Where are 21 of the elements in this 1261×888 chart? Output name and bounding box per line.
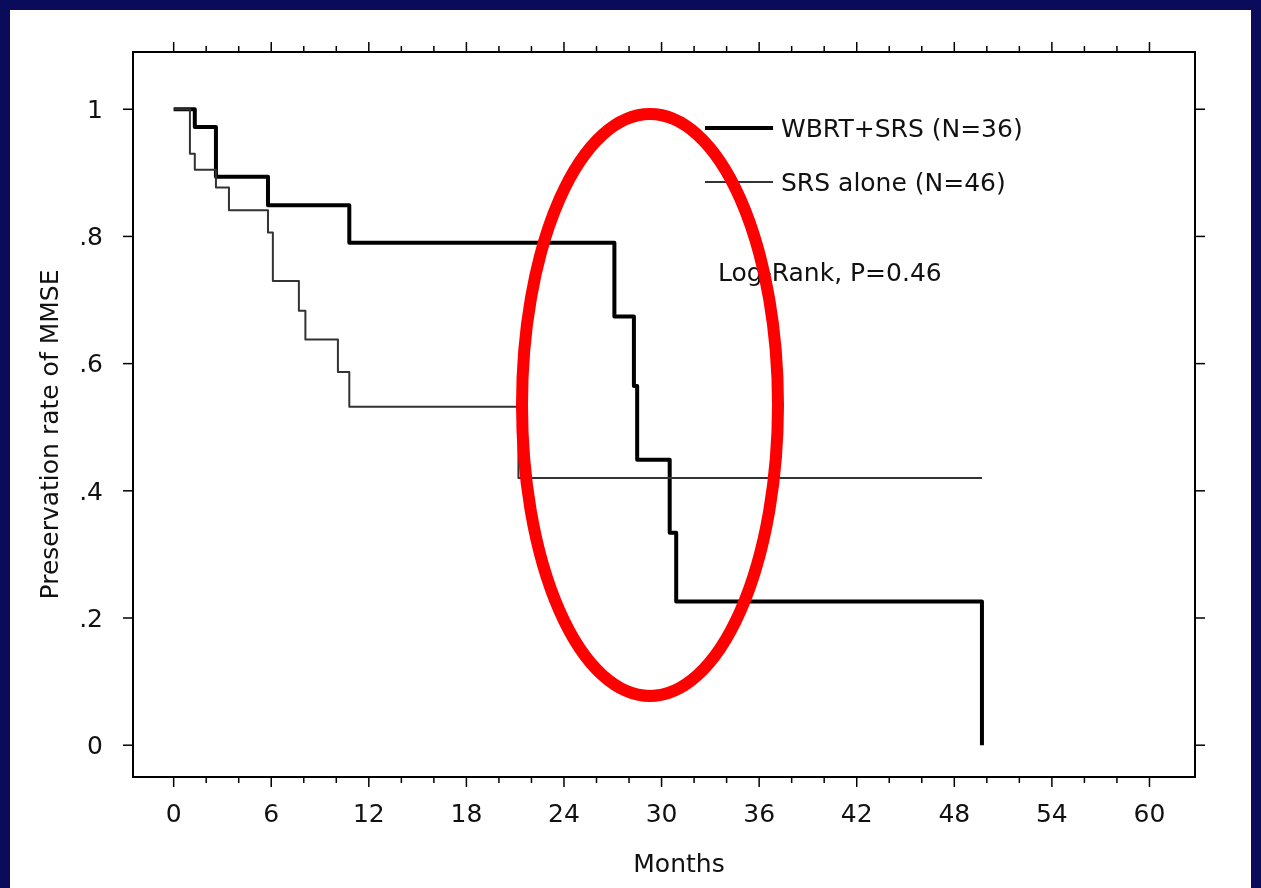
x-tick-label: 30 [645, 799, 678, 828]
y-tick-label: .4 [79, 476, 103, 506]
x-tick-label: 54 [1035, 799, 1068, 828]
x-tick-label: 48 [938, 799, 971, 828]
y-tick-label: 0 [87, 730, 103, 760]
y-tick-label: .6 [79, 349, 103, 379]
x-tick-label: 12 [352, 799, 385, 828]
x-axis-title: Months [633, 849, 725, 878]
y-tick-label: 1 [87, 94, 103, 124]
x-tick-label: 0 [165, 799, 182, 828]
x-tick-label: 42 [840, 799, 873, 828]
legend-label: SRS alone (N=46) [781, 167, 1006, 197]
legend-label: WBRT+SRS (N=36) [781, 113, 1023, 143]
x-tick-label: 18 [450, 799, 483, 828]
x-tick-label: 36 [743, 799, 776, 828]
x-tick-label: 60 [1133, 799, 1166, 828]
x-tick-label: 6 [263, 799, 280, 828]
y-tick-label: .2 [79, 603, 103, 633]
y-tick-label: .8 [79, 222, 103, 252]
y-axis-title: Preservation rate of MMSE [35, 269, 64, 600]
x-tick-label: 24 [548, 799, 580, 828]
